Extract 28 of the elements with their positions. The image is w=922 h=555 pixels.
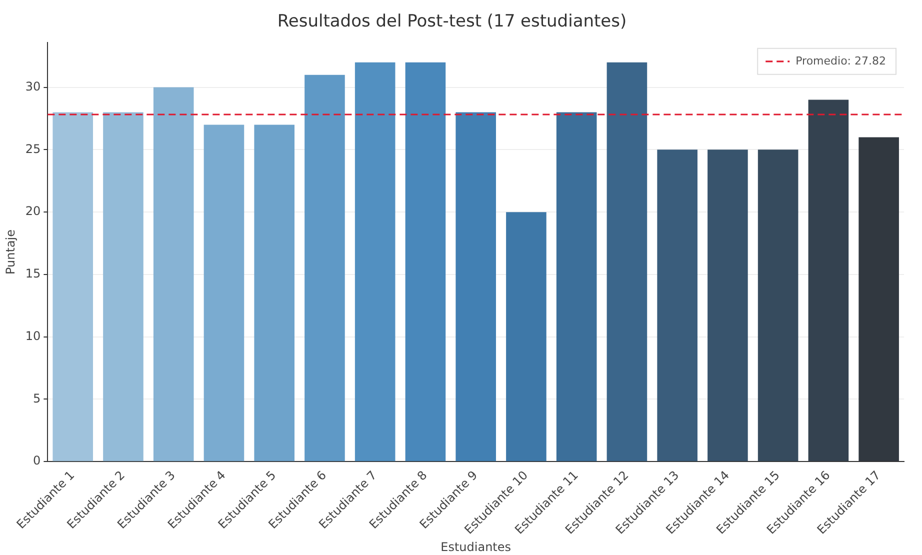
- bar: [103, 112, 144, 462]
- y-tick-label: 15: [25, 266, 41, 281]
- bar: [456, 112, 496, 462]
- y-axis-title: Puntaje: [3, 229, 18, 274]
- bar: [153, 87, 194, 462]
- bar: [405, 62, 446, 462]
- x-axis-title: Estudiantes: [440, 540, 512, 554]
- bar: [858, 137, 899, 462]
- y-tick-label: 20: [25, 204, 41, 218]
- bar: [708, 150, 748, 462]
- legend-label: Promedio: 27.82: [796, 54, 886, 68]
- y-tick-label: 0: [33, 454, 41, 468]
- bar: [758, 150, 798, 462]
- bar: [254, 124, 294, 462]
- bar: [657, 150, 698, 462]
- bar: [606, 62, 648, 462]
- chart-title: Resultados del Post-test (17 estudiantes): [277, 12, 627, 32]
- bar: [506, 212, 546, 462]
- y-tick-label: 30: [25, 79, 41, 94]
- bar: [808, 100, 849, 462]
- y-tick-label: 25: [25, 142, 41, 156]
- y-tick-label: 5: [33, 391, 41, 406]
- y-tick-label: 10: [25, 328, 41, 343]
- bar: [204, 124, 244, 462]
- bar: [52, 112, 94, 462]
- bar: [354, 62, 396, 462]
- bar: [556, 112, 597, 462]
- bar: [304, 74, 345, 462]
